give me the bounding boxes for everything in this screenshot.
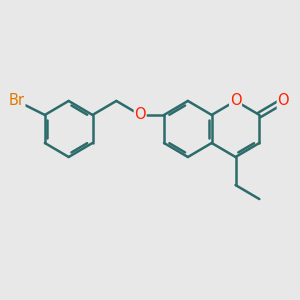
Text: O: O — [230, 93, 241, 108]
Text: Br: Br — [9, 93, 25, 108]
Text: O: O — [134, 107, 146, 122]
Text: O: O — [278, 93, 289, 108]
